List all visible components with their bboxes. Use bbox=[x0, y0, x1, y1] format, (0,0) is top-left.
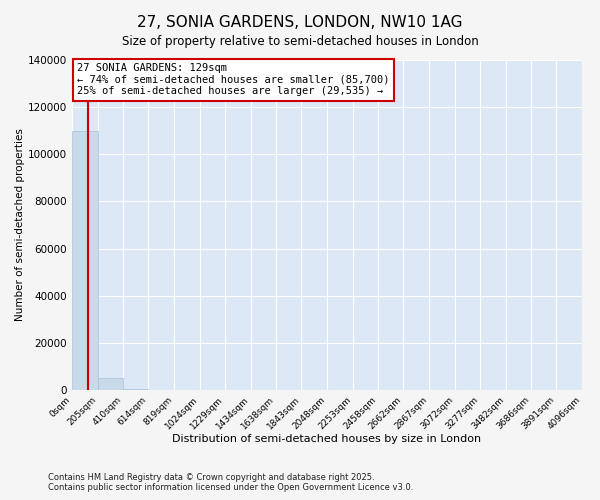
Text: Size of property relative to semi-detached houses in London: Size of property relative to semi-detach… bbox=[122, 35, 478, 48]
Bar bbox=[123, 389, 148, 390]
Text: 27 SONIA GARDENS: 129sqm
← 74% of semi-detached houses are smaller (85,700)
25% : 27 SONIA GARDENS: 129sqm ← 74% of semi-d… bbox=[77, 64, 389, 96]
Bar bbox=[98, 378, 123, 390]
Y-axis label: Number of semi-detached properties: Number of semi-detached properties bbox=[15, 128, 25, 322]
X-axis label: Distribution of semi-detached houses by size in London: Distribution of semi-detached houses by … bbox=[172, 434, 482, 444]
Bar bbox=[72, 130, 98, 390]
Text: Contains HM Land Registry data © Crown copyright and database right 2025.
Contai: Contains HM Land Registry data © Crown c… bbox=[48, 473, 413, 492]
Text: 27, SONIA GARDENS, LONDON, NW10 1AG: 27, SONIA GARDENS, LONDON, NW10 1AG bbox=[137, 15, 463, 30]
